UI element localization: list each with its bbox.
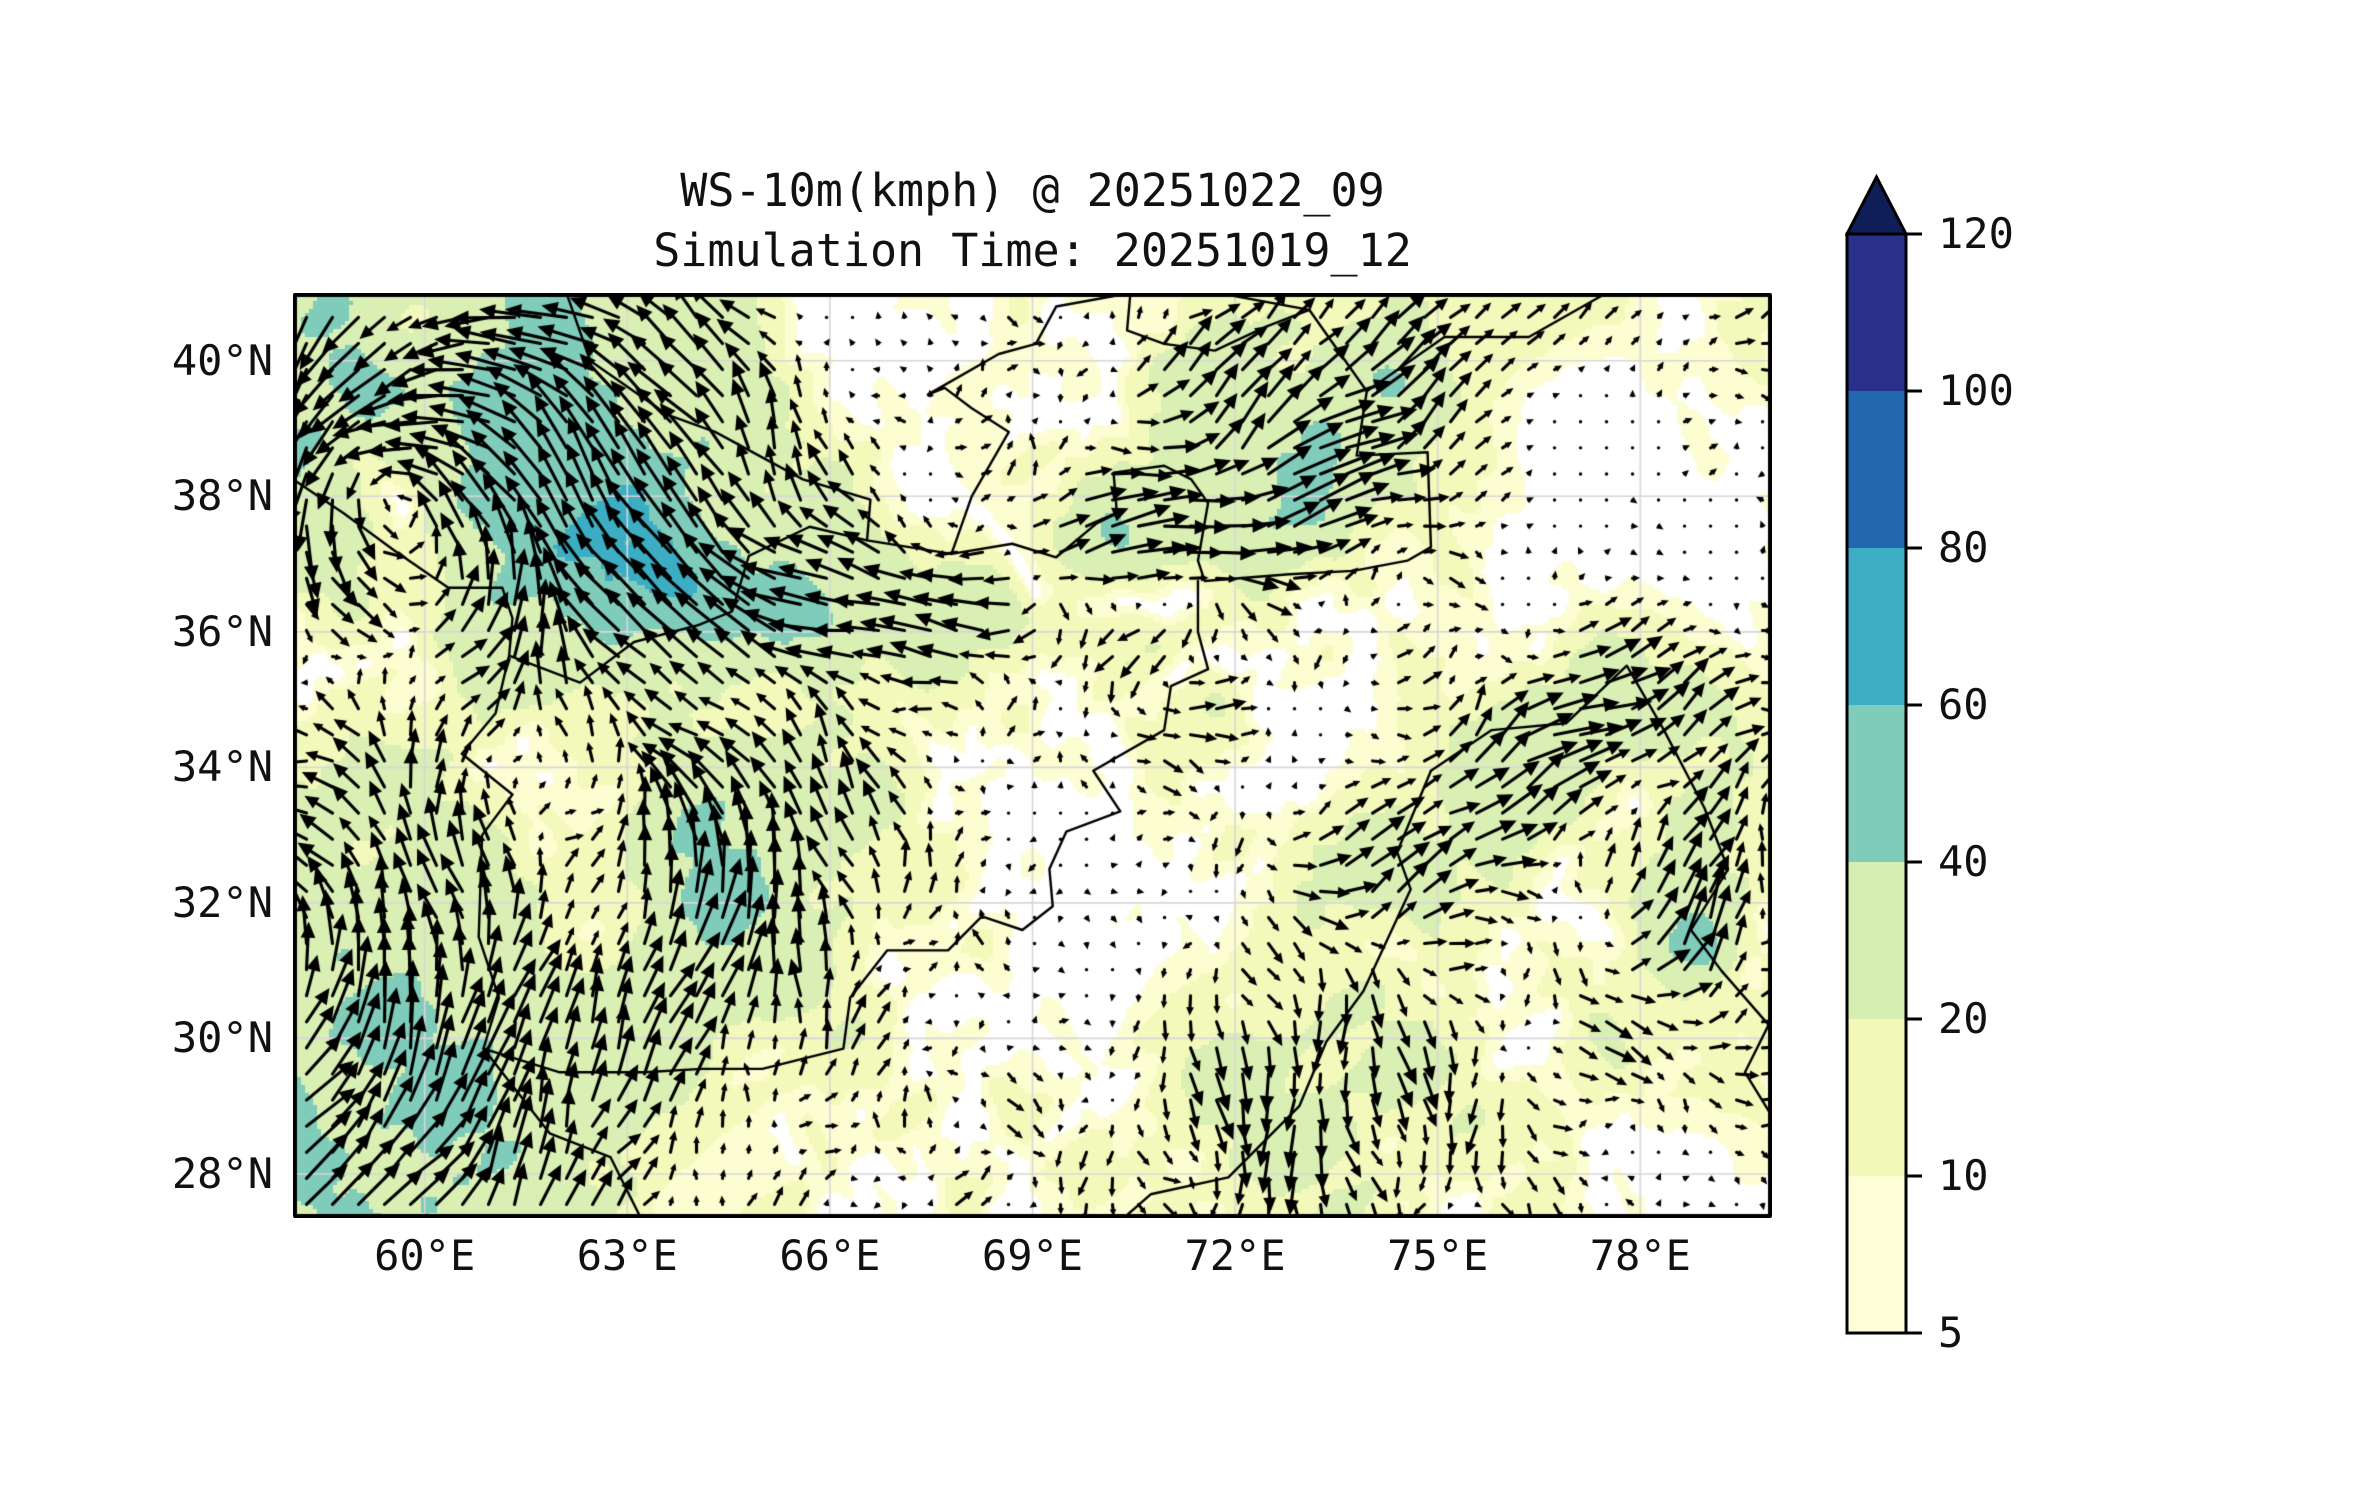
lat-tick-label: 32°N (171, 877, 273, 927)
colorbar-segment (1847, 548, 1906, 705)
lon-tick-label: 63°E (576, 1231, 678, 1280)
colorbar (1845, 173, 1922, 1335)
plot-title-line-2: Simulation Time: 20251019_12 (653, 224, 1412, 277)
colorbar-segment (1847, 1176, 1906, 1333)
colorbar-segment (1847, 705, 1906, 862)
colorbar-tick-label: 10 (1938, 1151, 1989, 1200)
colorbar-tick-label: 100 (1938, 366, 2014, 415)
lon-tick-label: 69°E (981, 1231, 1084, 1280)
colorbar-segment (1847, 234, 1906, 391)
colorbar-tick-label: 40 (1938, 837, 1989, 886)
colorbar-tick-label: 20 (1938, 994, 1989, 1043)
plot-title-line-1: WS-10m(kmph) @ 20251022_09 (680, 164, 1385, 217)
colorbar-segment (1847, 862, 1906, 1019)
colorbar-segment (1847, 1019, 1906, 1176)
colorbar-segment (1847, 391, 1906, 548)
lon-tick-label: 60°E (374, 1231, 476, 1280)
colorbar-extend-arrow-icon (1845, 173, 1909, 236)
lat-tick-label: 36°N (171, 606, 273, 656)
colorbar-tick-label: 5 (1938, 1308, 1964, 1357)
colorbar-tick-label: 80 (1938, 523, 1989, 572)
lat-tick-label: 38°N (171, 471, 273, 521)
lat-tick-label: 28°N (171, 1148, 273, 1198)
lon-tick-label: 75°E (1387, 1231, 1489, 1280)
lon-tick-label: 78°E (1589, 1231, 1691, 1280)
lat-tick-label: 30°N (171, 1013, 273, 1063)
lon-tick-label: 66°E (779, 1231, 881, 1280)
lon-tick-label: 72°E (1184, 1231, 1286, 1280)
colorbar-tick-label: 120 (1938, 209, 2014, 258)
wind-quiver-map-canvas (293, 293, 1772, 1218)
lat-tick-label: 40°N (171, 335, 273, 385)
colorbar-tick-label: 60 (1938, 680, 1989, 729)
lat-tick-label: 34°N (171, 742, 273, 792)
